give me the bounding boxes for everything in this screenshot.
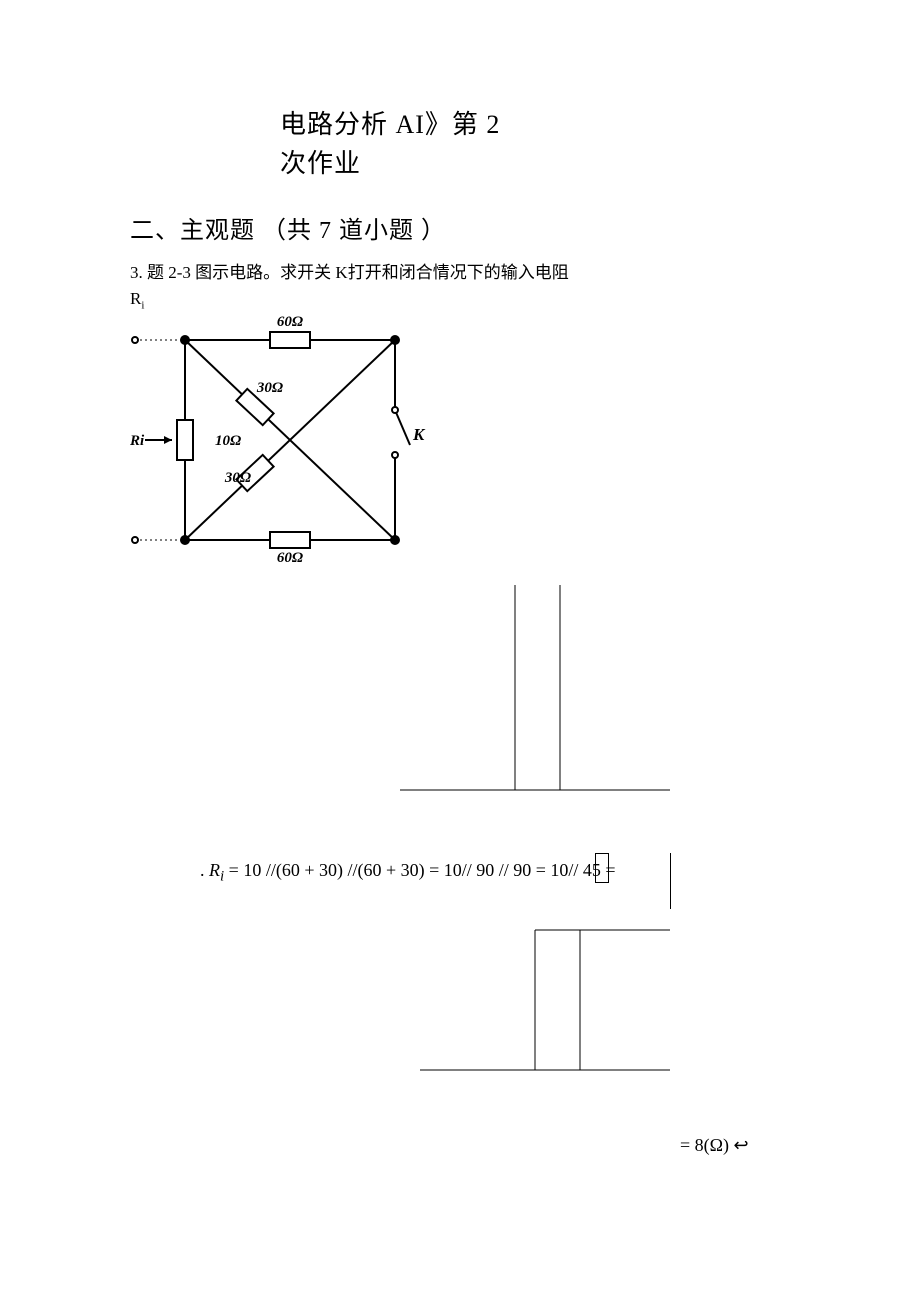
eq-lhs-sym: R xyxy=(209,860,220,880)
eq-body: = 10 //(60 + 30) //(60 + 30) = 10// 90 /… xyxy=(224,860,615,880)
label-r-diag-upper: 30Ω xyxy=(256,380,283,396)
circuit-diagram: 60Ω 60Ω 30Ω 30Ω 10Ω Ri K xyxy=(130,310,440,570)
title-line-1: 电路分析 AI》第 2 xyxy=(280,110,500,139)
title-line-2: 次作业 xyxy=(280,149,361,178)
problem-statement: 3. 题 2-3 图示电路。求开关 K打开和闭合情况下的输入电阻 Ri xyxy=(130,260,830,313)
equation-result-box xyxy=(595,853,609,883)
label-r-left: 10Ω xyxy=(215,433,241,449)
problem-body: 图示电路。求开关 K打开和闭合情况下的输入电阻 xyxy=(195,263,569,282)
equation-line: . Ri = 10 //(60 + 30) //(60 + 30) = 10//… xyxy=(200,860,616,886)
label-r-top: 60Ω xyxy=(277,314,303,330)
label-r-diag-lower: 30Ω xyxy=(224,470,251,486)
result-text: = 8(Ω) ↩ xyxy=(680,1135,749,1156)
section-heading: 二、主观题 （共 7 道小题 ） xyxy=(130,210,446,245)
page: 电路分析 AI》第 2 次作业 二、主观题 （共 7 道小题 ） 3. 题 2-… xyxy=(0,0,920,1301)
problem-number: 3. xyxy=(130,263,143,282)
fragment-boxes-2 xyxy=(400,900,680,1080)
label-switch: K xyxy=(412,425,426,444)
fragment-boxes-1 xyxy=(400,580,680,800)
label-r-bottom: 60Ω xyxy=(277,550,303,566)
eq-prefix: . xyxy=(200,860,209,880)
label-ri: Ri xyxy=(130,433,145,449)
doc-title: 电路分析 AI》第 2 次作业 xyxy=(280,105,640,183)
problem-ref: 题 2-3 xyxy=(147,263,191,282)
problem-symbol: R xyxy=(130,289,141,308)
